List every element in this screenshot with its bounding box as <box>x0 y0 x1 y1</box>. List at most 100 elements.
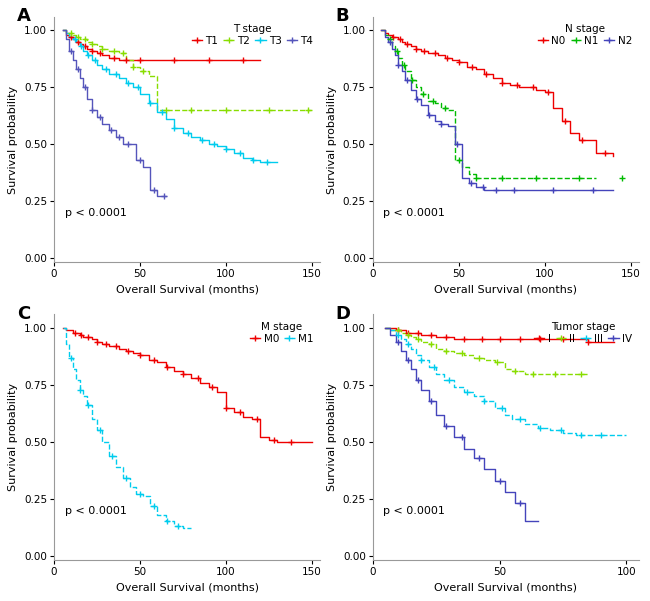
T3 <box>213 143 221 150</box>
I <box>424 331 432 338</box>
IV <box>500 488 508 495</box>
III <box>382 325 389 332</box>
N0 <box>387 34 395 41</box>
Text: p < 0.0001: p < 0.0001 <box>384 208 445 218</box>
M0 <box>308 438 316 445</box>
III <box>396 336 404 343</box>
T4 <box>58 27 66 34</box>
T3 <box>122 79 130 87</box>
M0 <box>196 379 204 386</box>
II <box>460 352 468 359</box>
M1 <box>112 463 120 471</box>
Line: T1: T1 <box>62 31 260 60</box>
III <box>407 345 415 352</box>
T4 <box>105 127 113 134</box>
II <box>396 329 404 337</box>
Text: B: B <box>335 7 349 25</box>
N0 <box>412 45 420 52</box>
N0 <box>472 66 480 73</box>
T3 <box>205 141 213 148</box>
N2 <box>472 184 480 191</box>
N1 <box>391 47 399 55</box>
M0 <box>58 325 66 332</box>
Y-axis label: Survival probability: Survival probability <box>8 85 18 194</box>
M1 <box>66 354 73 361</box>
II <box>450 350 458 357</box>
M0 <box>98 340 106 347</box>
N2 <box>506 186 514 194</box>
N2 <box>431 118 439 125</box>
M1 <box>140 493 148 500</box>
N1 <box>402 68 410 75</box>
T4 <box>88 106 96 114</box>
N0 <box>441 54 448 61</box>
N1 <box>431 100 439 107</box>
N2 <box>480 186 488 194</box>
II <box>508 368 516 375</box>
I <box>483 336 491 343</box>
N1 <box>384 36 392 43</box>
T1 <box>256 56 264 64</box>
T1 <box>79 43 87 50</box>
M1 <box>76 386 84 393</box>
T4 <box>125 141 133 148</box>
IV <box>471 454 478 462</box>
N2 <box>378 27 385 34</box>
Y-axis label: Survival probability: Survival probability <box>8 383 18 492</box>
N2 <box>412 95 420 102</box>
II <box>387 327 395 334</box>
M0 <box>291 438 298 445</box>
M1 <box>72 377 80 384</box>
II <box>521 370 529 377</box>
I <box>584 338 592 346</box>
IV <box>440 423 448 430</box>
II <box>547 370 554 377</box>
T1 <box>127 56 135 64</box>
T4 <box>76 75 84 82</box>
M0 <box>188 374 196 382</box>
T2 <box>105 47 113 55</box>
II <box>559 370 567 377</box>
Line: I: I <box>385 328 614 342</box>
N0 <box>523 84 531 91</box>
N2 <box>610 186 617 194</box>
I <box>382 325 389 332</box>
T1 <box>66 34 73 41</box>
M1 <box>146 502 154 509</box>
T2 <box>88 40 96 47</box>
N0 <box>532 86 540 93</box>
N0 <box>384 31 392 38</box>
IV <box>450 434 458 441</box>
T2 <box>83 38 90 46</box>
III <box>521 420 529 427</box>
IV <box>424 397 432 404</box>
N0 <box>463 63 471 70</box>
N0 <box>398 38 406 46</box>
T3 <box>76 43 84 50</box>
T3 <box>136 91 144 98</box>
T4 <box>162 193 170 200</box>
IV <box>412 377 420 384</box>
III <box>610 432 617 439</box>
III <box>584 432 592 439</box>
N2 <box>395 61 402 68</box>
N2 <box>465 179 473 186</box>
T3 <box>256 159 264 166</box>
IV <box>407 365 415 373</box>
III <box>508 415 516 423</box>
M1 <box>58 325 66 332</box>
N1 <box>489 175 497 182</box>
Legend: N0, N1, N2: N0, N1, N2 <box>536 22 634 48</box>
M1 <box>105 452 113 459</box>
T2 <box>98 45 106 52</box>
N0 <box>480 70 488 77</box>
N0 <box>541 88 549 96</box>
T1 <box>105 54 113 61</box>
II <box>440 347 448 355</box>
T4 <box>79 84 87 91</box>
T3 <box>144 100 152 107</box>
Line: T2: T2 <box>62 31 312 110</box>
III <box>500 411 508 418</box>
N0 <box>567 129 575 136</box>
M0 <box>162 363 170 370</box>
